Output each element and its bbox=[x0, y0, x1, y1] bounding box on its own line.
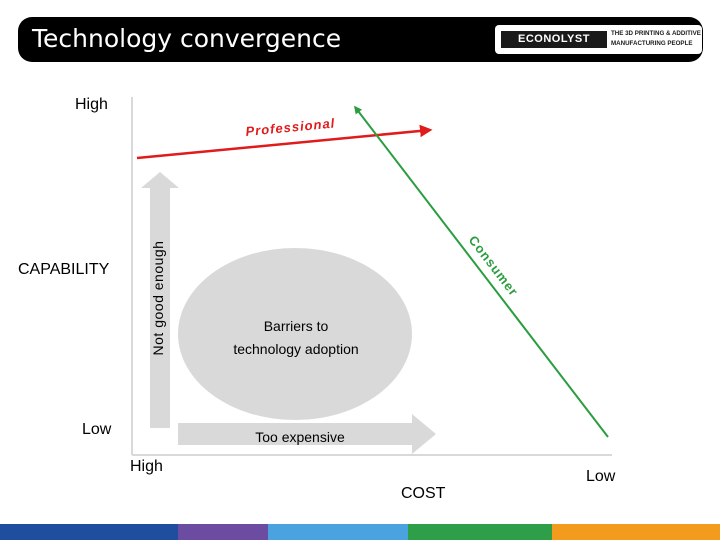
y-axis-high-label: High bbox=[75, 96, 108, 113]
econolyst-logo: ECONOLYST THE 3D PRINTING & ADDITIVE MAN… bbox=[495, 25, 702, 54]
x-axis-low-label: Low bbox=[586, 468, 616, 485]
logo-tagline-line1: THE 3D PRINTING & ADDITIVE bbox=[611, 30, 701, 37]
too-expensive-arrow bbox=[178, 414, 436, 454]
logo-tagline-line2: MANUFACTURING PEOPLE bbox=[611, 40, 693, 47]
barrier-label-line1: Barriers to bbox=[264, 318, 329, 334]
consumer-trend-arrow bbox=[354, 105, 609, 438]
y-axis-label: CAPABILITY bbox=[18, 261, 110, 278]
footer-stripe-light-blue bbox=[268, 524, 408, 540]
barrier-ellipse bbox=[178, 248, 412, 420]
not-good-enough-label: Not good enough bbox=[150, 241, 166, 356]
professional-trend-arrow bbox=[136, 124, 433, 160]
not-good-enough-arrow bbox=[141, 172, 179, 428]
too-expensive-label: Too expensive bbox=[255, 429, 345, 445]
x-axis-high-label: High bbox=[130, 458, 163, 475]
footer-stripe-green bbox=[408, 524, 552, 540]
x-axis-label: COST bbox=[401, 485, 446, 502]
footer-stripe-purple bbox=[178, 524, 268, 540]
footer-stripe-orange bbox=[552, 524, 720, 540]
professional-label: Professional bbox=[245, 115, 336, 139]
logo-name: ECONOLYST bbox=[501, 31, 607, 48]
barrier-label-line2: technology adoption bbox=[233, 341, 358, 357]
logo-tagline: THE 3D PRINTING & ADDITIVE MANUFACTURING… bbox=[611, 29, 701, 49]
title-bar: Technology convergence ECONOLYST THE 3D … bbox=[18, 17, 703, 62]
y-axis-low-label: Low bbox=[82, 421, 112, 438]
slide-title: Technology convergence bbox=[32, 24, 342, 53]
footer-stripe-blue bbox=[0, 524, 178, 540]
